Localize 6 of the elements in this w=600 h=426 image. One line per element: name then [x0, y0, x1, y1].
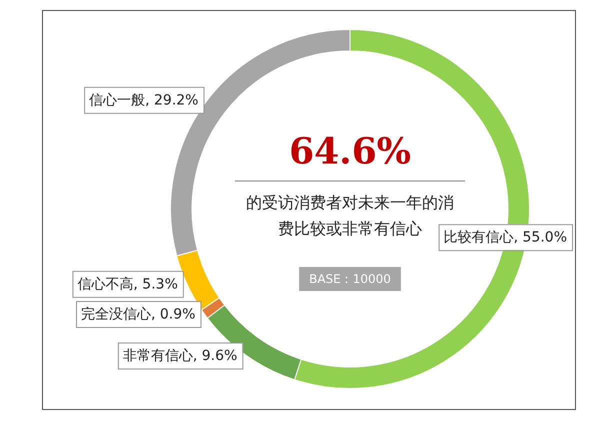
slice-label: 非常有信心, 9.6%: [122, 348, 238, 364]
text: BASE：10000: [309, 272, 391, 286]
slice-label: 信心一般, 29.2%: [89, 92, 198, 109]
slice-label: 信心不高, 5.3%: [77, 276, 178, 293]
text: 64.6%: [289, 130, 411, 172]
slice-label: 完全没信心, 0.9%: [80, 306, 196, 323]
